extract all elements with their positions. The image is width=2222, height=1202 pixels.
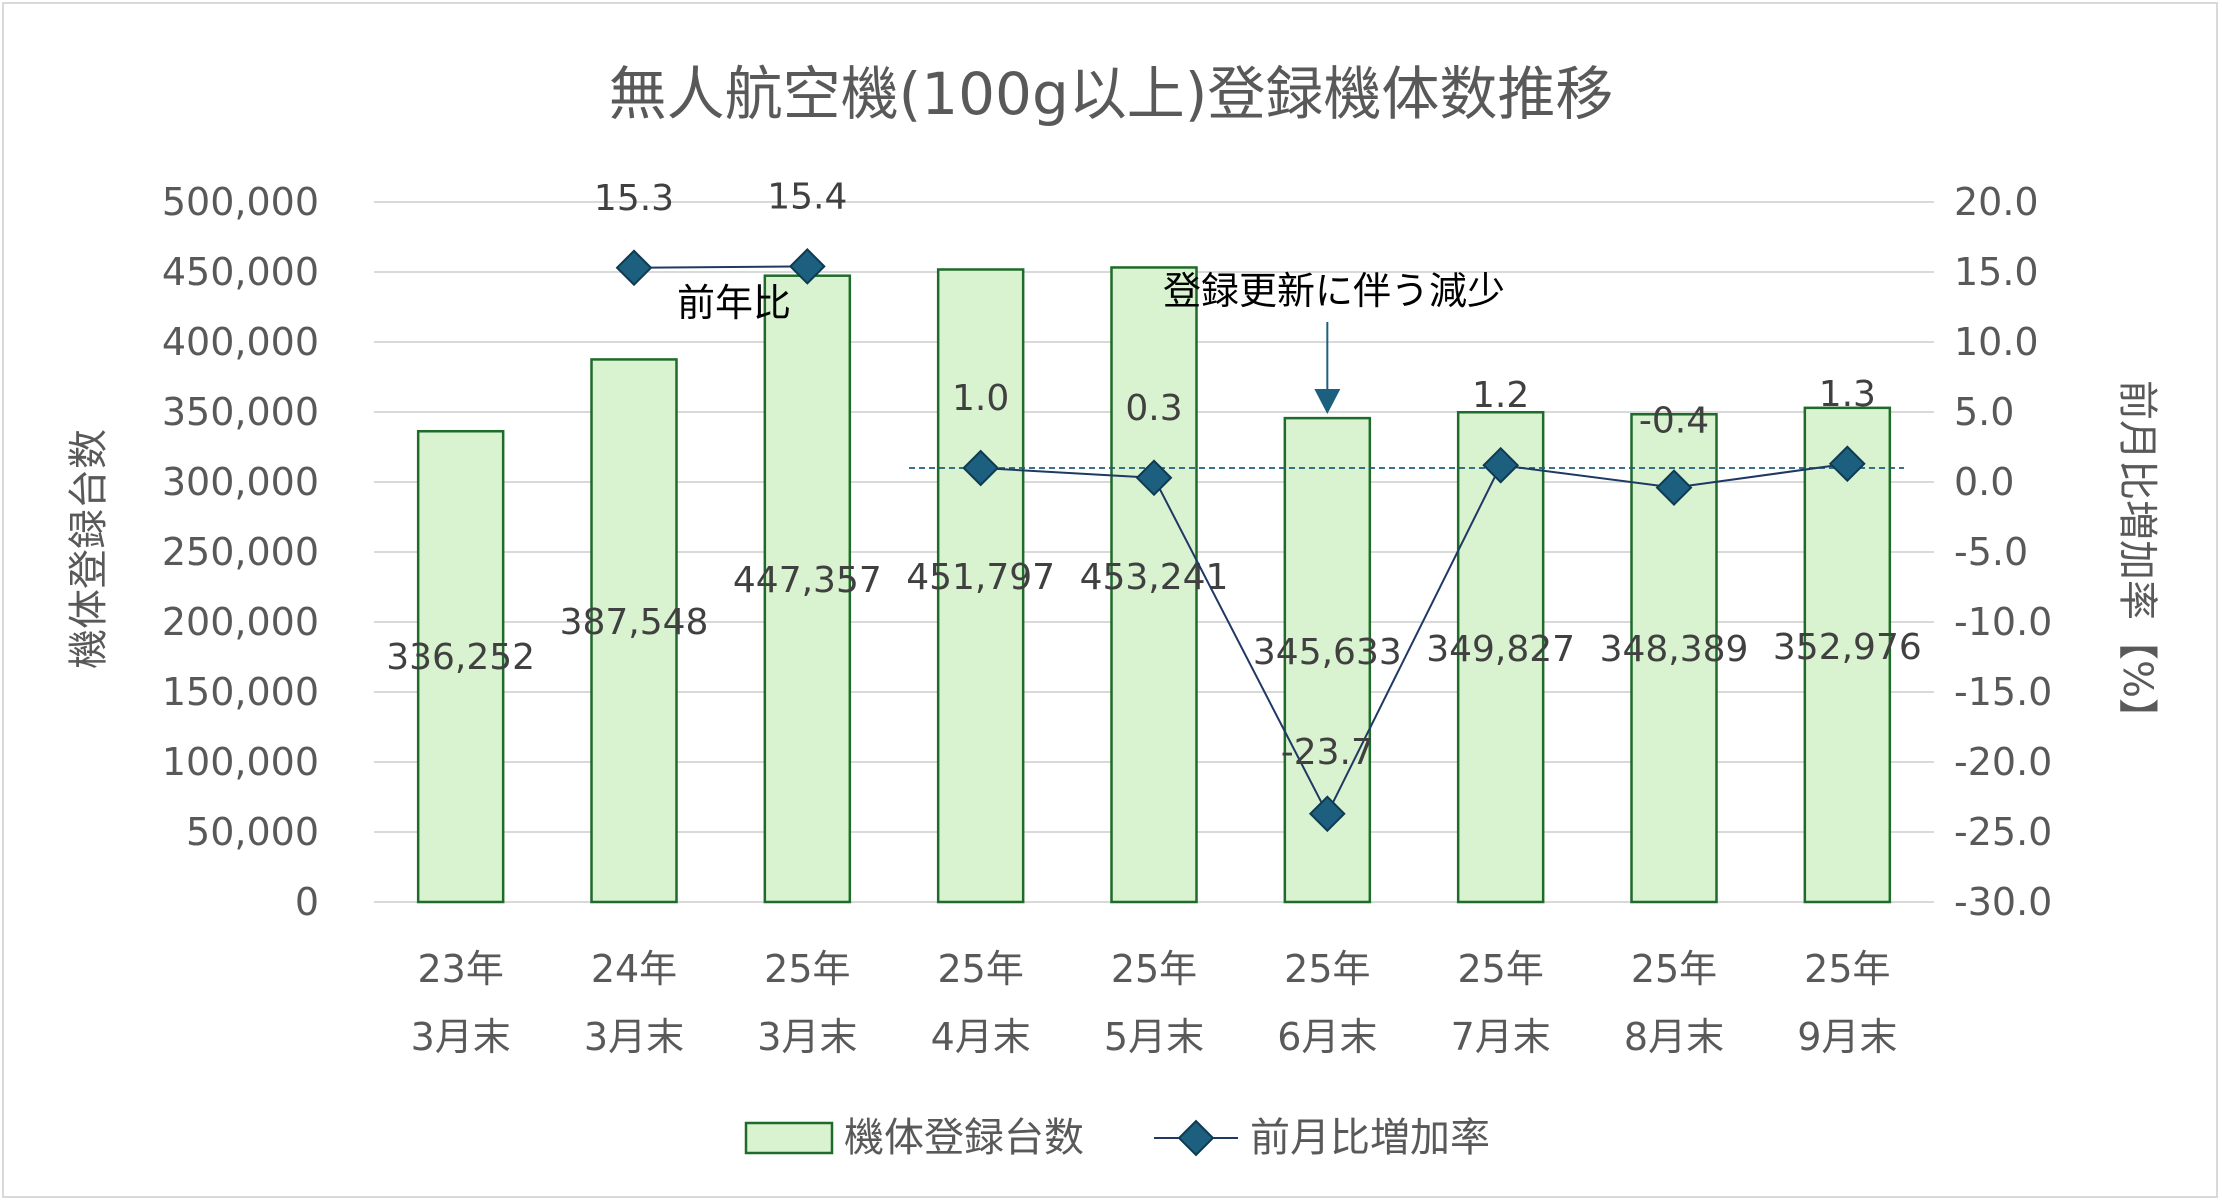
callout-text: 登録更新に伴う減少 [1163, 269, 1505, 313]
yoy-annotation: 前年比 [677, 281, 791, 325]
left-tick-label: 300,000 [162, 460, 319, 504]
chart: 無人航空機(100g以上)登録機体数推移 336,252 387,548 447,3… [66, 60, 2160, 1161]
bar-value-label: 345,633 [1253, 632, 1402, 673]
category-label-year: 24年 [591, 947, 677, 991]
right-tick-label: 15.0 [1954, 250, 2039, 294]
category-label-month: 9月末 [1797, 1015, 1897, 1059]
left-tick-label: 500,000 [162, 180, 319, 224]
bar [1630, 413, 1718, 904]
bar-value-label: 451,797 [906, 557, 1055, 598]
legend-line-label: 前月比増加率 [1250, 1115, 1490, 1161]
left-tick-label: 150,000 [162, 670, 319, 714]
bar [416, 429, 505, 904]
category-label-year: 25年 [1111, 947, 1197, 991]
bar-value-label: 447,357 [733, 560, 882, 601]
category-label-month: 3月末 [411, 1015, 511, 1059]
mom-series-marker [1308, 795, 1346, 833]
mom-series-value-label: 0.3 [1125, 388, 1182, 429]
category-axis-labels: 23年 3月末 24年 3月末 25年 3月末 25年 4月末 25年 5月末 25年 6月末 25年 7… [411, 947, 1898, 1059]
category-label-year: 25年 [1804, 947, 1890, 991]
right-tick-label: -10.0 [1954, 600, 2052, 644]
yoy-series-marker [615, 249, 653, 287]
right-tick-label: 0.0 [1954, 460, 2014, 504]
legend-bar-swatch [744, 1121, 834, 1155]
bar [936, 268, 1025, 904]
category-label-year: 25年 [764, 947, 850, 991]
category-label-month: 3月末 [757, 1015, 857, 1059]
bar [590, 358, 678, 904]
right-tick-label: 10.0 [1954, 320, 2039, 364]
category-label-year: 25年 [1457, 947, 1543, 991]
right-tick-label: 20.0 [1954, 180, 2039, 224]
bar-value-label: 349,827 [1426, 629, 1575, 670]
category-label-year: 25年 [937, 947, 1023, 991]
bar [1803, 406, 1892, 904]
bar-value-label: 348,389 [1600, 629, 1749, 670]
mom-series-value-label: -23.7 [1281, 732, 1374, 773]
yoy-series-value-label: 15.4 [767, 176, 847, 217]
line-series: 15.3 15.4 1.0 0.3 -23.7 1.2 -0.4 1.3 [594, 176, 1904, 833]
left-tick-label: 200,000 [162, 600, 319, 644]
right-tick-label: -5.0 [1954, 530, 2028, 574]
bar-value-label: 336,252 [386, 637, 535, 678]
mom-series-value-label: -0.4 [1639, 401, 1709, 442]
mom-series-marker [1655, 469, 1693, 506]
right-tick-label: -15.0 [1954, 670, 2052, 714]
right-axis-ticks: -30.0 -25.0 -20.0 -15.0 -10.0 -5.0 0.0 5.0 10.0 1… [1954, 180, 2052, 924]
category-label-month: 5月末 [1104, 1015, 1204, 1059]
mom-series-value-label: 1.3 [1819, 374, 1876, 415]
right-tick-label: -30.0 [1954, 880, 2052, 924]
category-label-month: 7月末 [1451, 1015, 1551, 1059]
category-label-month: 8月末 [1624, 1015, 1724, 1059]
left-tick-label: 50,000 [186, 810, 319, 854]
right-tick-label: 5.0 [1954, 390, 2014, 434]
chart-title: 無人航空機(100g以上)登録機体数推移 [609, 60, 1614, 128]
category-label-year: 23年 [417, 947, 503, 991]
category-label-year: 25年 [1631, 947, 1717, 991]
left-tick-label: 450,000 [162, 250, 319, 294]
yoy-series-line [633, 265, 808, 269]
mom-series-marker [1828, 445, 1866, 483]
category-label-year: 25年 [1284, 947, 1370, 991]
right-axis-title: 前月比増加率【%】 [2114, 380, 2160, 738]
left-tick-label: 0 [295, 880, 319, 924]
legend: 機体登録台数 前月比増加率 [744, 1115, 1490, 1161]
yoy-series-marker [788, 248, 826, 285]
category-label-month: 4月末 [931, 1015, 1031, 1059]
category-label-month: 3月末 [584, 1015, 684, 1059]
mom-series-marker [1135, 459, 1173, 497]
annotations: 前年比 登録更新に伴う減少 [677, 269, 1505, 414]
legend-line-marker [1177, 1119, 1215, 1157]
left-axis-title: 機体登録台数 [66, 429, 112, 669]
legend-bar-label: 機体登録台数 [844, 1115, 1084, 1161]
left-tick-label: 100,000 [162, 740, 319, 784]
category-label-month: 6月末 [1277, 1015, 1377, 1059]
left-tick-label: 250,000 [162, 530, 319, 574]
right-tick-label: -25.0 [1954, 810, 2052, 854]
bar [1456, 410, 1545, 904]
right-tick-label: -20.0 [1954, 740, 2052, 784]
mom-series-marker [1482, 446, 1520, 484]
bar-value-label: 453,241 [1080, 557, 1229, 598]
bar-value-label: 387,548 [560, 602, 709, 643]
bar [763, 274, 852, 904]
mom-series-value-label: 1.2 [1472, 375, 1529, 416]
yoy-series-value-label: 15.3 [594, 178, 674, 219]
bar [1110, 266, 1198, 904]
left-tick-label: 350,000 [162, 390, 319, 434]
left-tick-label: 400,000 [162, 320, 319, 364]
mom-series-marker [962, 449, 1000, 487]
mom-series-value-label: 1.0 [952, 378, 1009, 419]
callout-arrow-head [1314, 389, 1341, 414]
left-axis-ticks: 0 50,000 100,000 150,000 200,000 250,000 300,0… [162, 180, 319, 924]
bar-value-label: 352,976 [1773, 627, 1922, 668]
mom-series-line [980, 462, 1848, 817]
bar-series: 336,252 387,548 447,357 451,797 453,241 345,6… [386, 266, 1922, 904]
